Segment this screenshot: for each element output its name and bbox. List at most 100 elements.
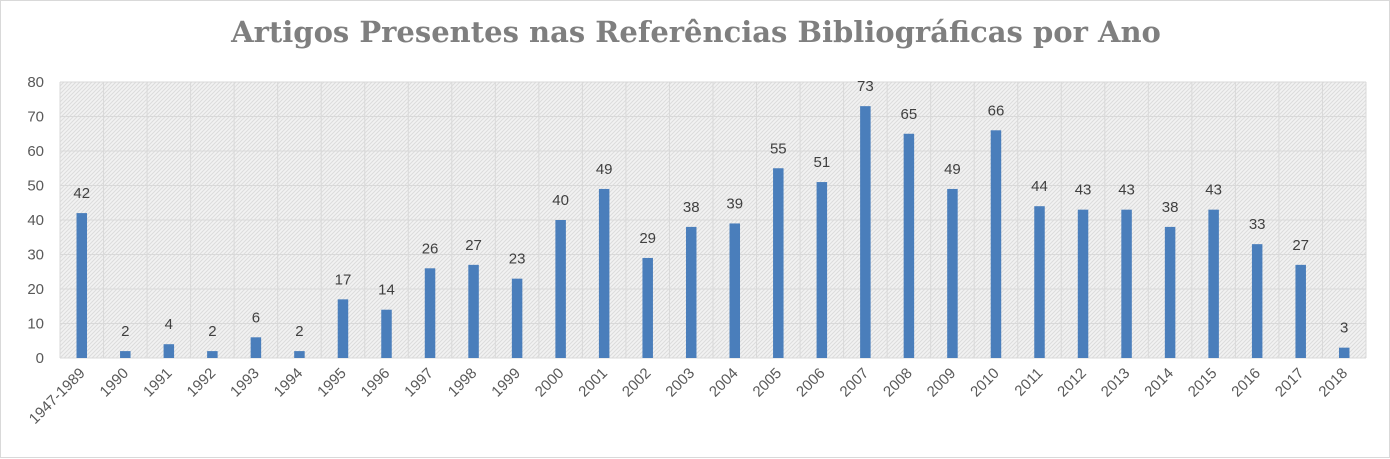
data-label: 38 (1162, 199, 1179, 216)
bar (1338, 347, 1350, 358)
bar (1208, 209, 1219, 358)
data-label: 2 (208, 323, 216, 340)
data-label: 4 (165, 316, 173, 333)
y-tick-label: 0 (36, 350, 44, 367)
bar (1251, 244, 1263, 358)
x-tick-label: 1996 (358, 365, 394, 401)
bar (294, 351, 305, 358)
data-label: 17 (335, 271, 352, 288)
data-label: 65 (901, 106, 918, 123)
data-label: 42 (73, 185, 90, 202)
data-label: 55 (770, 140, 787, 157)
data-label: 39 (726, 195, 743, 212)
x-tick-label: 2007 (837, 365, 873, 401)
x-tick-label: 2013 (1098, 365, 1134, 401)
bar (555, 220, 566, 358)
x-tick-label: 1992 (184, 365, 220, 401)
y-tick-label: 80 (27, 74, 44, 91)
bar (642, 257, 653, 358)
bar (1077, 209, 1089, 358)
data-label: 66 (988, 102, 1005, 119)
x-tick-label: 1991 (140, 365, 176, 401)
x-tick-label: 2011 (1011, 365, 1046, 400)
chart-title: Artigos Presentes nas Referências Biblio… (231, 15, 1161, 49)
bar (424, 268, 436, 358)
x-tick-label: 1999 (488, 365, 524, 401)
x-tick-label: 2017 (1272, 365, 1308, 401)
x-tick-label: 2005 (750, 365, 786, 401)
x-tick-label: 2018 (1315, 365, 1351, 401)
bar (1034, 206, 1045, 358)
x-tick-label: 2004 (706, 365, 742, 401)
data-label: 29 (639, 230, 656, 247)
data-label: 2 (295, 323, 303, 340)
y-tick-label: 50 (27, 178, 44, 195)
x-tick-label: 2001 (575, 365, 611, 401)
data-label: 26 (422, 240, 439, 257)
y-tick-label: 60 (27, 143, 44, 160)
x-tick-label: 1994 (271, 365, 307, 401)
x-tick-label: 2012 (1054, 365, 1090, 401)
bar (337, 299, 349, 358)
x-tick-label: 1993 (227, 365, 263, 401)
bar (1164, 226, 1176, 358)
data-label: 23 (509, 251, 526, 268)
x-tick-label: 2014 (1141, 365, 1177, 401)
y-tick-label: 40 (27, 212, 44, 229)
bar (381, 309, 392, 358)
data-label: 49 (596, 161, 613, 178)
bar (903, 133, 915, 358)
data-label: 49 (944, 161, 961, 178)
x-tick-label: 2000 (532, 365, 568, 401)
data-label: 43 (1205, 182, 1222, 199)
y-tick-label: 30 (27, 247, 44, 264)
bar (860, 106, 871, 359)
x-tick-label: 1990 (97, 365, 133, 401)
bar (598, 188, 610, 358)
bar (511, 278, 523, 358)
bar (1121, 209, 1132, 358)
bar (1295, 264, 1306, 358)
data-label: 6 (252, 309, 260, 326)
x-tick-label: 2009 (924, 365, 960, 401)
x-tick-label: 2016 (1228, 365, 1264, 401)
x-tick-label: 2015 (1185, 365, 1221, 401)
bar (990, 130, 1002, 358)
data-label: 33 (1249, 216, 1266, 233)
x-tick-label: 2002 (619, 365, 655, 401)
data-label: 44 (1031, 178, 1048, 195)
x-tick-label: 2003 (662, 365, 698, 401)
y-tick-label: 20 (27, 281, 44, 298)
y-tick-label: 70 (27, 109, 44, 126)
data-label: 27 (1292, 237, 1309, 254)
x-tick-label: 1998 (445, 365, 481, 401)
data-label: 38 (683, 199, 700, 216)
x-tick-label: 1995 (314, 365, 350, 401)
data-label: 3 (1340, 320, 1348, 337)
bar (947, 188, 958, 358)
bar (120, 351, 131, 358)
x-tick-label: 1997 (401, 365, 437, 401)
bar (816, 182, 828, 358)
data-label: 14 (378, 282, 395, 299)
x-tick-label: 2006 (793, 365, 829, 401)
data-label: 27 (465, 237, 482, 254)
x-tick-label: 2010 (967, 365, 1003, 401)
bar (207, 351, 218, 358)
x-tick-label: 1947-1989 (26, 365, 89, 428)
data-label: 2 (121, 323, 129, 340)
data-label: 43 (1118, 182, 1135, 199)
y-tick-label: 10 (27, 316, 44, 333)
data-label: 43 (1075, 182, 1092, 199)
data-label: 51 (813, 154, 830, 171)
bar (729, 223, 741, 358)
data-label: 73 (857, 78, 874, 95)
bar (773, 168, 784, 358)
bar (250, 337, 262, 358)
bar (163, 344, 175, 358)
bar (685, 226, 697, 358)
bar (76, 213, 88, 358)
data-label: 40 (552, 192, 569, 209)
